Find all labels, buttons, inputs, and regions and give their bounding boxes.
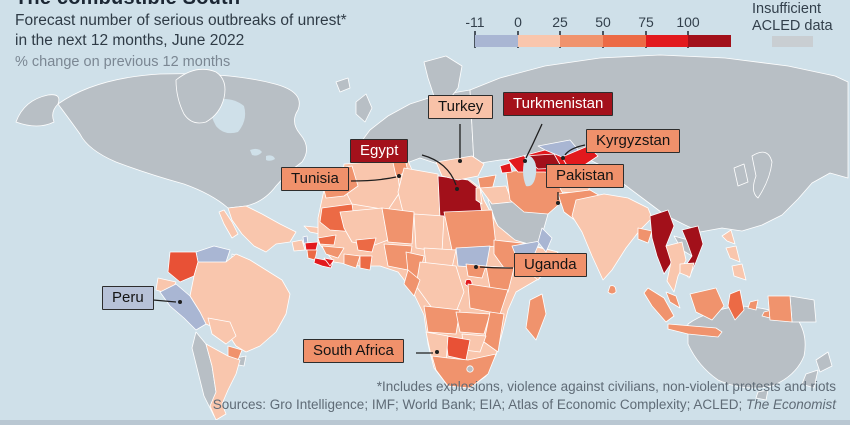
leader-lines <box>152 123 586 354</box>
legend-insufficient-swatch <box>772 36 813 47</box>
legend-tick-label: 25 <box>552 14 568 30</box>
africa-colored <box>317 153 559 389</box>
country-label-pakistan: Pakistan <box>546 164 624 188</box>
legend-tick-label: -11 <box>465 14 485 30</box>
legend-tick-label: 0 <box>514 14 522 30</box>
country-label-kyrgyzstan: Kyrgyzstan <box>586 129 681 153</box>
legend-color-swatch <box>517 35 561 47</box>
legend-color-swatch <box>603 35 646 47</box>
legend-color-swatch <box>560 35 604 47</box>
legend-tick-label: 75 <box>638 14 654 30</box>
country-label-tunisia: Tunisia <box>281 167 349 191</box>
legend-tick-label: 50 <box>595 14 611 30</box>
chart-note: % change on previous 12 months <box>15 54 231 70</box>
sources-text: Sources: Gro Intelligence; IMF; World Ba… <box>212 397 746 412</box>
map-country-peru <box>159 283 207 331</box>
country-label-south-africa: South Africa <box>303 339 404 363</box>
country-label-turkmenistan: Turkmenistan <box>503 92 614 116</box>
legend-color-swatch <box>688 35 732 47</box>
legend-insufficient-label: Insufficient ACLED data <box>752 1 833 34</box>
map-country-south-africa <box>431 353 497 389</box>
color-legend: -11 0 25 50 75 100 Insufficient ACLED da… <box>0 0 850 60</box>
country-label-uganda: Uganda <box>514 253 587 277</box>
country-label-egypt: Egypt <box>350 139 409 163</box>
map-country-turkey <box>435 155 485 181</box>
legend-color-bar <box>475 35 732 47</box>
chart-subtitle: Forecast number of serious outbreaks of … <box>15 12 347 49</box>
sources-line: Sources: Gro Intelligence; IMF; World Ba… <box>213 397 836 412</box>
country-label-peru: Peru <box>102 286 154 310</box>
legend-color-swatch <box>475 35 518 47</box>
footnote: *Includes explosions, violence against c… <box>376 379 836 394</box>
legend-color-swatch <box>645 35 689 47</box>
country-label-turkey: Turkey <box>428 95 494 119</box>
sources-publisher: The Economist <box>745 397 836 412</box>
legend-tick-label: 100 <box>676 14 700 30</box>
chart-title: The combustible South <box>15 0 240 10</box>
bottom-edge-strip <box>0 420 850 425</box>
asia-colored <box>435 139 793 338</box>
americas-colored <box>155 205 353 421</box>
